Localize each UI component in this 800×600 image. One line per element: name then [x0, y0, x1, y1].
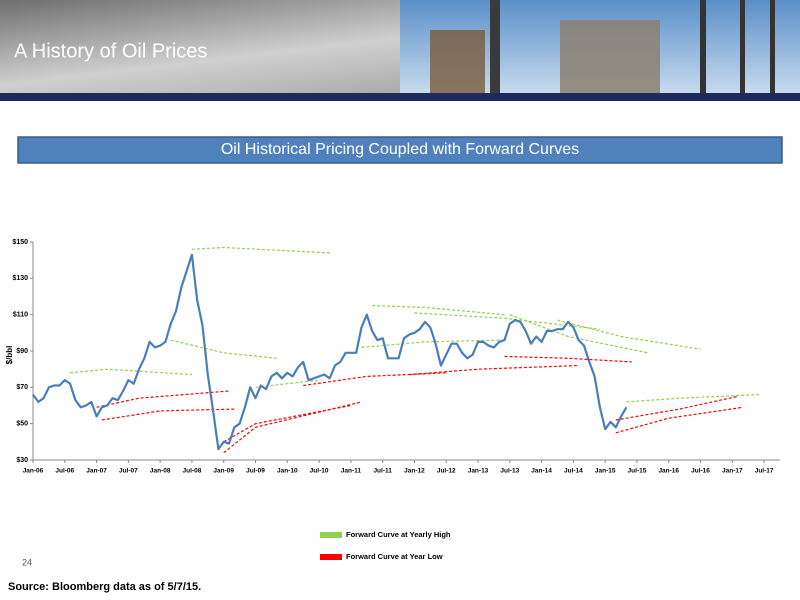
x-tick-label: Jan-08 — [150, 468, 171, 475]
forward-curve — [372, 305, 505, 316]
legend-swatch — [320, 554, 342, 560]
y-tick-label: $110 — [13, 312, 28, 319]
x-tick-label: Jul-14 — [564, 468, 583, 475]
slide-title: A History of Oil Prices — [14, 40, 207, 62]
x-tick-label: Jan-17 — [722, 468, 743, 475]
forward-curve — [557, 319, 701, 350]
y-tick-label: $90 — [16, 348, 28, 355]
forward-curve — [223, 404, 352, 443]
x-tick-label: Jan-15 — [595, 468, 616, 475]
x-tick-label: Jul-06 — [55, 468, 74, 475]
y-tick-label: $150 — [12, 239, 28, 246]
page-number: 24 — [22, 557, 32, 567]
x-tick-label: Jul-13 — [500, 468, 519, 475]
x-tick-label: Jul-11 — [373, 468, 392, 475]
x-tick-label: Jan-11 — [341, 468, 362, 475]
forward-curve — [414, 312, 600, 330]
y-tick-label: $50 — [16, 421, 28, 428]
y-tick-label: $30 — [16, 457, 28, 464]
forward-curve — [170, 339, 277, 359]
forward-curve — [626, 394, 759, 403]
x-tick-label: Jul-15 — [628, 468, 647, 475]
forward-curve — [223, 401, 362, 454]
legend-label: Forward Curve at Yearly High — [346, 530, 451, 539]
x-tick-label: Jul-16 — [691, 468, 710, 475]
forward-curve — [191, 246, 330, 254]
forward-curve — [361, 339, 500, 348]
source-note: Source: Bloomberg data as of 5/7/15. — [8, 581, 201, 593]
forward-curve — [255, 379, 320, 388]
y-axis-label: $/bbl — [5, 346, 14, 365]
header-banner — [0, 0, 800, 101]
x-tick-label: Jan-16 — [658, 468, 679, 475]
x-tick-label: Jan-07 — [86, 468, 107, 475]
x-tick-label: Jul-07 — [119, 468, 138, 475]
forward-curve — [409, 364, 579, 376]
forward-curve — [504, 355, 632, 363]
x-tick-label: Jul-09 — [246, 468, 265, 475]
x-tick-label: Jan-10 — [277, 468, 298, 475]
y-tick-label: $130 — [12, 275, 28, 282]
x-tick-label: Jan-12 — [404, 468, 425, 475]
forward-curve — [615, 395, 738, 421]
forward-curve — [70, 368, 192, 376]
forward-curve — [615, 406, 743, 434]
chart-title-box — [17, 136, 783, 164]
forward-curve — [509, 314, 648, 354]
legend-swatch — [320, 532, 342, 538]
price-line — [32, 253, 628, 451]
x-tick-label: Jan-13 — [468, 468, 489, 475]
x-tick-label: Jan-06 — [23, 468, 44, 475]
x-tick-label: Jul-08 — [183, 468, 202, 475]
legend-label: Forward Curve at Year Low — [346, 552, 443, 561]
y-tick-label: $70 — [16, 384, 28, 391]
x-tick-label: Jan-14 — [531, 468, 552, 475]
x-tick-label: Jul-17 — [755, 468, 774, 475]
x-tick-label: Jan-09 — [213, 468, 234, 475]
x-tick-label: Jul-12 — [437, 468, 456, 475]
chart-title: Oil Historical Pricing Coupled with Forw… — [221, 141, 579, 158]
x-tick-label: Jul-10 — [310, 468, 329, 475]
